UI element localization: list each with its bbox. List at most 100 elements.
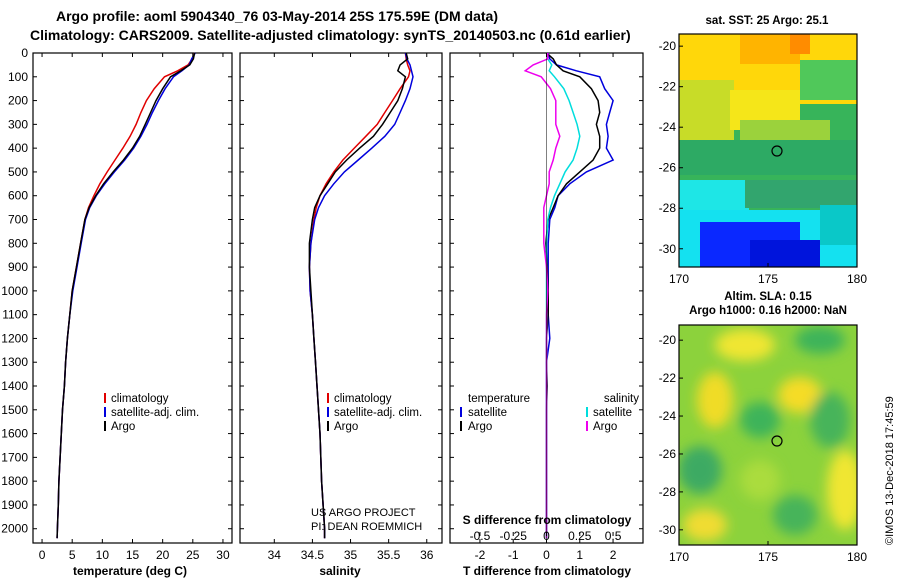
map-y-tick-label: -22 [659,371,677,385]
map-y-tick-label: -24 [659,120,677,134]
legend-label-s-satellite: satellite [593,407,632,419]
depth-tick-label: 100 [8,70,28,84]
x-tick-label: 30 [216,548,230,562]
map-x-tick-label: 180 [847,550,867,564]
x-tick-label: 0 [543,548,550,562]
depth-tick-label: 400 [8,141,28,155]
difference-legend-left: temperature satellite Argo [460,393,530,433]
x-tick-label: 20 [156,548,170,562]
depth-tick-label: 1500 [1,403,28,417]
depth-tick-label: 600 [8,189,28,203]
map-y-tick-label: -20 [659,39,677,53]
legend-label-s-argo: Argo [593,421,617,433]
s-difference-label: S difference from climatology [463,513,632,527]
sla-map-ticks: 170 175 180 -20 -22 -24 -26 -28 -30 [659,333,868,564]
temperature-xlabel: temperature (deg C) [73,564,187,578]
depth-tick-label: 800 [8,236,28,250]
map-x-tick-label: 180 [847,272,867,286]
sla-map-title-line-2: Argo h1000: 0.16 h2000: NaN [689,305,847,317]
depth-tick-label: 1000 [1,284,28,298]
t-difference-label: T difference from climatology [463,564,631,578]
depth-tick-label: 1700 [1,450,28,464]
project-note-line-1: US ARGO PROJECT [311,507,416,519]
map-y-tick-label: -30 [659,242,677,256]
legend-label-climatology: climatology [334,393,392,405]
sst-map-title: sat. SST: 25 Argo: 25.1 [706,15,830,27]
map-y-tick-label: -28 [659,485,677,499]
depth-tick-label: 1400 [1,379,28,393]
map-y-tick-label: -28 [659,201,677,215]
sst-map-ticks: 170 175 180 -20 -22 -24 -26 -28 -30 [659,39,868,286]
legend-title-temperature: temperature [468,393,530,405]
x-tick-label: 35.5 [377,548,401,562]
x-tick-label: 10 [96,548,110,562]
legend-label-satellite: satellite-adj. clim. [334,407,422,419]
s-tick-label: -0.5 [470,529,491,543]
x-tick-label: 36 [420,548,434,562]
x-tick-label: 34 [268,548,282,562]
legend-title-salinity: salinity [604,393,639,405]
depth-tick-label: 2000 [1,522,28,536]
map-y-tick-label: -24 [659,409,677,423]
sla-map-title-line-1: Altim. SLA: 0.15 [724,291,812,303]
legend-label-climatology: climatology [111,393,169,405]
map-y-tick-label: -22 [659,80,677,94]
map-x-tick-label: 175 [758,272,778,286]
map-y-tick-label: -20 [659,333,677,347]
map-x-tick-label: 170 [669,550,689,564]
map-x-tick-label: 170 [669,272,689,286]
temperature-x-ticks: 0 5 10 15 20 25 30 [33,52,232,562]
s-tick-label: 0.25 [568,529,592,543]
temperature-series [56,52,196,539]
x-tick-label: -2 [475,548,486,562]
x-tick-label: 5 [69,548,76,562]
depth-tick-labels: 0 100 200 300 400 500 600 700 800 900 1000 1100 1200… [1,46,28,536]
s-tick-label: -0.25 [500,529,528,543]
legend-label-t-argo: Argo [468,421,492,433]
x-tick-label: 0 [39,548,46,562]
x-tick-label: 34.5 [301,548,325,562]
depth-tick-label: 0 [21,46,28,60]
difference-legend-right: salinity satellite Argo [586,393,639,433]
temperature-axes-frame [32,52,233,544]
difference-x-ticks: -2 -1 0 1 2-0.5 -0.25 0 0.25 0.5 [450,52,643,562]
map-y-tick-label: -26 [659,447,677,461]
depth-tick-label: 1600 [1,427,28,441]
x-tick-label: -1 [508,548,519,562]
salinity-xlabel: salinity [319,564,361,578]
x-tick-label: 1 [576,548,583,562]
depth-tick-label: 1900 [1,498,28,512]
map-x-tick-label: 175 [758,550,778,564]
sst-argo-position-marker [771,145,783,157]
salinity-legend: climatology satellite-adj. clim. Argo [327,393,422,433]
map-y-tick-label: -30 [659,523,677,537]
temperature-legend: climatology satellite-adj. clim. Argo [104,393,199,433]
sla-argo-position-marker [771,435,783,447]
x-tick-label: 15 [126,548,140,562]
depth-tick-label: 200 [8,94,28,108]
figure-title-line-2: Climatology: CARS2009. Satellite-adjuste… [30,27,631,43]
map-y-tick-label: -26 [659,161,677,175]
salinity-x-ticks: 34 34.5 35 35.5 36 [240,52,442,562]
sst-map-image [679,34,857,267]
depth-tick-label: 1300 [1,355,28,369]
series-line-argo [56,52,196,539]
difference-panel: -2 -1 0 1 2-0.5 -0.25 0 0.25 0.5 S difference fr… [449,52,644,578]
depth-tick-label: 1100 [2,308,28,322]
depth-tick-label: 500 [8,165,28,179]
sst-map-panel: sat. SST: 25 Argo: 25.1 170 175 180-20-22- [659,15,868,286]
legend-label-argo: Argo [111,421,135,433]
sla-map-panel: Altim. SLA: 0.15 Argo h1000: 0.16 h2000:… [659,291,868,564]
imos-credit: ©IMOS 13-Dec-2018 17:45:59 [884,396,896,545]
salinity-panel: 34 34.5 35 35.5 36 salinity climatology sate… [239,52,443,578]
s-tick-label: 0.5 [605,529,622,543]
figure-title-line-1: Argo profile: aoml 5904340_76 03-May-201… [56,8,498,24]
x-tick-label: 25 [186,548,200,562]
temperature-panel: 0 5 10 15 20 25 30 temperature (deg C) climato… [32,52,233,578]
depth-tick-label: 700 [8,213,28,227]
salinity-series [308,52,414,539]
depth-tick-label: 1200 [1,331,28,345]
salinity-axes-frame [239,52,443,544]
depth-tick-label: 1800 [1,474,28,488]
